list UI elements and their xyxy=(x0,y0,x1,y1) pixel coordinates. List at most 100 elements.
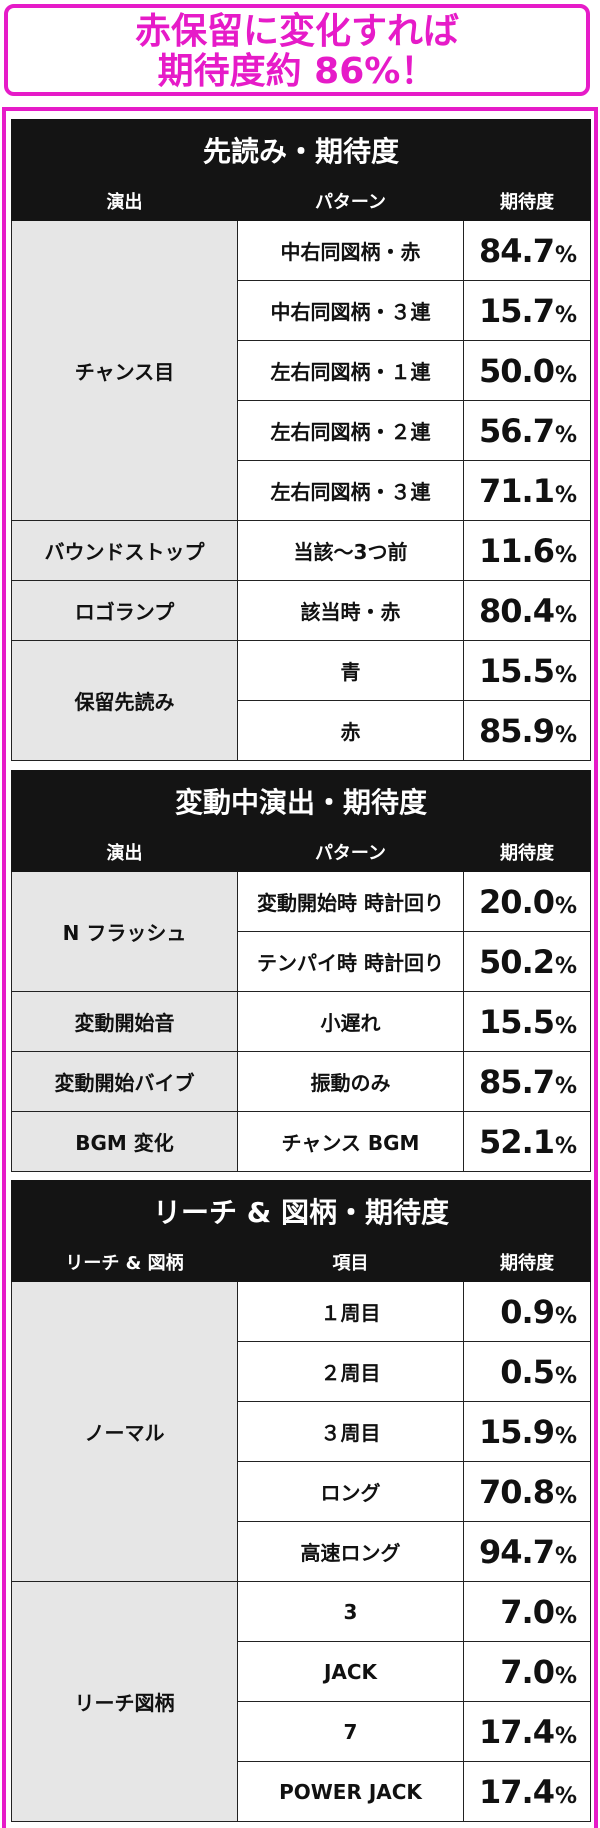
pattern-cell: 3 xyxy=(237,1581,464,1642)
value-number: 50.2 xyxy=(479,942,555,981)
value-cell: 70.8% xyxy=(462,1461,592,1522)
table-row: 左右同図柄・２連 56.7% xyxy=(12,400,591,461)
value-cell: 71.1% xyxy=(463,460,591,521)
percent-sign: % xyxy=(554,1543,577,1569)
value-cell: 80.4% xyxy=(463,580,591,641)
value-cell: 11.6% xyxy=(463,520,591,581)
headline-box: 赤保留に変化すれば 期待度約 86%！ xyxy=(4,4,590,96)
table-row: 中右同図柄・３連 15.7% xyxy=(12,280,591,341)
percent-sign: % xyxy=(554,1013,577,1039)
pattern-cell: 左右同図柄・２連 xyxy=(237,400,464,461)
pattern-cell: 当該～3つ前 xyxy=(237,520,464,581)
percent-sign: % xyxy=(554,1133,577,1159)
value-number: 0.9 xyxy=(500,1292,555,1331)
pattern-cell: 小遅れ xyxy=(237,991,464,1052)
value-cell: 7.0% xyxy=(462,1581,592,1642)
table-row: 左右同図柄・３連 71.1% xyxy=(12,460,591,521)
table-row: 保留先読み 青 15.5% xyxy=(11,640,591,761)
pattern-cell: ３周目 xyxy=(237,1401,464,1462)
value-cell: 56.7% xyxy=(463,400,591,461)
pattern-cell: 変動開始時 時計回り xyxy=(237,871,464,932)
pattern-cell: JACK xyxy=(237,1641,464,1702)
percent-sign: % xyxy=(554,1363,577,1389)
table-title: リーチ & 図柄・期待度 xyxy=(10,1180,592,1242)
headline-line1: 赤保留に変化すれば xyxy=(134,11,459,52)
pattern-cell: POWER JACK xyxy=(237,1761,464,1822)
value-number: 7.0 xyxy=(500,1652,555,1691)
value-number: 52.1 xyxy=(479,1122,555,1161)
pattern-cell: 該当時・赤 xyxy=(237,580,464,641)
percent-sign: % xyxy=(554,1663,577,1689)
row-label: バウンドストップ xyxy=(11,520,238,581)
row-label: チャンス目 xyxy=(11,220,238,521)
pattern-cell: ロング xyxy=(237,1461,464,1522)
table-row: 左右同図柄・１連 50.0% xyxy=(12,340,591,401)
value-number: 17.4 xyxy=(479,1712,555,1751)
headline-line2: 期待度約 86%！ xyxy=(157,51,437,92)
value-number: 7.0 xyxy=(500,1592,555,1631)
column-header: パターン xyxy=(237,180,464,221)
percent-sign: % xyxy=(554,482,577,508)
value-cell: 84.7% xyxy=(463,220,591,281)
table-row: 変動開始音 小遅れ 15.5% xyxy=(11,991,592,1052)
percent-sign: % xyxy=(554,302,577,328)
value-number: 20.0 xyxy=(479,882,555,921)
value-number: 84.7 xyxy=(479,231,555,270)
value-number: 70.8 xyxy=(479,1472,555,1511)
pattern-cell: 振動のみ xyxy=(237,1051,464,1112)
value-cell: 50.0% xyxy=(463,340,591,401)
table-row: ３周目 15.9% xyxy=(12,1401,592,1462)
value-number: 17.4 xyxy=(479,1772,555,1811)
value-number: 80.4 xyxy=(479,591,555,630)
pattern-cell: 高速ロング xyxy=(237,1521,464,1582)
table-row: 高速ロング 94.7% xyxy=(12,1521,592,1582)
percent-sign: % xyxy=(554,1073,577,1099)
pattern-cell: ２周目 xyxy=(237,1341,464,1402)
pattern-cell: 中右同図柄・赤 xyxy=(237,220,464,281)
percent-sign: % xyxy=(554,722,577,748)
table-row: テンパイ時 時計回り 50.2% xyxy=(12,931,592,992)
percent-sign: % xyxy=(554,602,577,628)
pattern-cell: 赤 xyxy=(237,700,464,761)
value-number: 56.7 xyxy=(479,411,555,450)
percent-sign: % xyxy=(554,422,577,448)
value-cell: 50.2% xyxy=(462,931,592,992)
row-label: 変動開始バイブ xyxy=(11,1051,238,1112)
table-row: POWER JACK 17.4% xyxy=(12,1761,592,1822)
row-label: ノーマル xyxy=(11,1281,238,1582)
value-cell: 85.7% xyxy=(462,1051,592,1112)
column-header: リーチ & 図柄 xyxy=(11,1241,238,1282)
table-row: 変動開始バイブ 振動のみ 85.7% xyxy=(11,1051,592,1112)
table-row: ロング 70.8% xyxy=(12,1461,592,1522)
value-cell: 7.0% xyxy=(462,1641,592,1702)
value-cell: 20.0% xyxy=(462,871,592,932)
table-title: 先読み・期待度 xyxy=(11,119,591,181)
percent-sign: % xyxy=(554,542,577,568)
table-row: ロゴランプ 該当時・赤 80.4% xyxy=(11,580,591,641)
table-row: BGM 変化 チャンス BGM 52.1% xyxy=(11,1111,592,1172)
pattern-cell: １周目 xyxy=(237,1281,464,1342)
pattern-cell: チャンス BGM xyxy=(237,1111,464,1172)
value-cell: 15.9% xyxy=(462,1401,592,1462)
pattern-cell: 左右同図柄・３連 xyxy=(237,460,464,521)
table-row: バウンドストップ 当該～3つ前 11.6% xyxy=(11,520,591,581)
pattern-cell: 中右同図柄・３連 xyxy=(237,280,464,341)
value-number: 0.5 xyxy=(500,1352,555,1391)
table-row: チャンス目 中右同図柄・赤 84.7% xyxy=(11,220,591,521)
table-hendou: 変動中演出・期待度 演出 パターン 期待度 N フラッシュ 変動開始時 時計回り… xyxy=(10,770,592,1172)
percent-sign: % xyxy=(554,1723,577,1749)
table-title: 変動中演出・期待度 xyxy=(10,770,592,832)
value-cell: 52.1% xyxy=(462,1111,592,1172)
percent-sign: % xyxy=(554,1483,577,1509)
value-number: 85.7 xyxy=(479,1062,555,1101)
row-label: リーチ図柄 xyxy=(11,1581,238,1822)
column-header: 期待度 xyxy=(462,831,592,872)
table-row: 7 17.4% xyxy=(12,1701,592,1762)
percent-sign: % xyxy=(554,242,577,268)
percent-sign: % xyxy=(554,1783,577,1809)
row-label: BGM 変化 xyxy=(11,1111,238,1172)
percent-sign: % xyxy=(554,953,577,979)
row-label: N フラッシュ xyxy=(11,871,238,992)
value-cell: 17.4% xyxy=(462,1701,592,1762)
value-number: 11.6 xyxy=(479,531,555,570)
